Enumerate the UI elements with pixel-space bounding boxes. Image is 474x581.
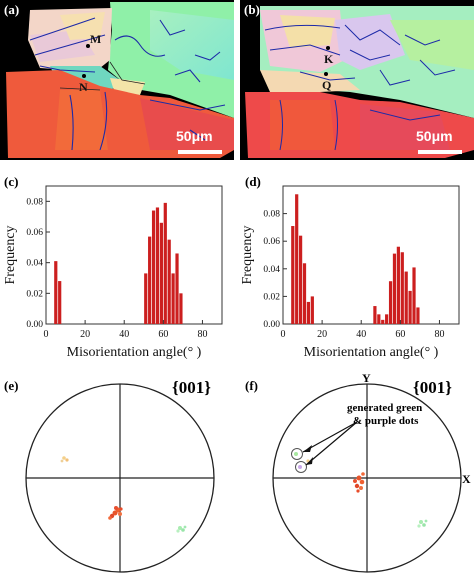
bar-d-7 (377, 314, 381, 324)
axis-label-y: Y (362, 371, 371, 385)
y-tick-label-3: 0.06 (263, 237, 280, 247)
y-axis-label: Frequency (3, 225, 18, 284)
bar-d-11 (392, 253, 397, 324)
bar-c-10 (175, 253, 179, 324)
y-axis-label: Frequency (240, 225, 255, 284)
x-tick-label-1: 20 (80, 329, 90, 340)
panel-label-f: (f) (245, 378, 258, 393)
pole-label-e: {001} (172, 378, 211, 397)
bar-d-12 (396, 246, 400, 324)
bar-c-6 (159, 222, 163, 324)
ebsd-map-b-graphic (240, 0, 474, 160)
bar-d-16 (412, 267, 416, 324)
x-tick-label-0: 0 (44, 329, 49, 340)
pole-figure-panel-f: (f) {001} Y X generated green & purple d… (237, 370, 474, 576)
highlight-circle-purple (295, 461, 307, 473)
annotation-text-line1: generated green (347, 402, 423, 414)
bar-d-5 (310, 296, 314, 324)
bar-d-10 (388, 281, 393, 324)
bar-c-7 (163, 202, 167, 324)
bar-d-9 (385, 314, 389, 324)
bar-d-17 (416, 307, 420, 324)
y-tick-label-4: 0.08 (263, 210, 280, 220)
y-tick-label-2: 0.04 (263, 265, 280, 275)
bar-d-6 (373, 306, 377, 324)
ebsd-map-b: (b) K Q 50μm (240, 0, 474, 160)
pole-cluster-orange-e (108, 506, 123, 520)
pole-cluster-orange-f (353, 472, 365, 493)
y-tick-label-0: 0.00 (263, 320, 280, 330)
scale-text-a: 50μm (176, 128, 213, 144)
pole-cluster-green-e (176, 525, 187, 533)
bar-c-3 (148, 236, 152, 324)
x-tick-label-1: 20 (317, 329, 327, 340)
bar-d-4 (306, 301, 311, 324)
pole-figure-f-svg (272, 383, 462, 573)
y-tick-label-0: 0.00 (26, 320, 43, 330)
ebsd-map-a: (a) M N 50μm (0, 0, 234, 160)
x-tick-label-0: 0 (281, 329, 286, 340)
x-axis-label: Misorientation angle(° ) (67, 345, 202, 360)
bar-c-8 (167, 239, 171, 324)
scale-bar-a (178, 150, 222, 154)
histogram-d-svg: 0 20 40 60 80 0.00 0.02 0.04 0.06 0.08 Misorientat… (240, 185, 460, 360)
bar-c-4 (151, 210, 156, 324)
panel-label-c: (c) (4, 174, 19, 189)
pole-cluster-yellow-e (60, 456, 69, 463)
bar-c-11 (179, 293, 183, 324)
ebsd-map-a-graphic (0, 0, 234, 160)
x-tick-label-3: 60 (158, 329, 168, 340)
bar-d-1 (295, 194, 299, 324)
pole-figure-e-svg (25, 383, 215, 573)
x-tick-label-4: 80 (197, 329, 207, 340)
plot-frame (282, 185, 460, 325)
pole-figure-panel-e: (e) {001} (0, 370, 237, 576)
bar-c-5 (155, 207, 160, 324)
x-tick-label-2: 40 (356, 329, 366, 340)
bar-c-9 (171, 273, 175, 324)
x-tick-label-3: 60 (395, 329, 405, 340)
y-tick-label-3: 0.06 (26, 228, 43, 238)
point-label-M: M (90, 32, 102, 46)
scale-bar-b (418, 150, 462, 154)
scale-text-b: 50μm (416, 128, 453, 144)
bar-d-15 (408, 290, 412, 324)
bar-c-0 (54, 261, 58, 324)
bar-d-2 (298, 235, 303, 324)
point-label-K: K (324, 52, 334, 66)
pole-label-f: {001} (413, 378, 452, 397)
y-tick-label-4: 0.08 (26, 197, 43, 207)
histogram-c-svg: 0 20 40 60 80 0.00 0.02 0.04 0.06 0.08 Misorientat… (3, 185, 223, 360)
panel-label-d: (d) (245, 174, 261, 189)
point-label-N: N (79, 80, 88, 94)
histogram-panel-d: (d) 0 20 40 60 80 0.00 0.02 0.04 0.06 0.08 Misorie… (237, 172, 474, 368)
annotation-text-line2: & purple dots (353, 415, 419, 427)
axis-label-x: X (462, 472, 471, 486)
x-axis-label: Misorientation angle(° ) (304, 345, 439, 360)
annotation-arrow-1 (302, 421, 358, 453)
x-tick-label-4: 80 (434, 329, 444, 340)
bar-d-8 (381, 319, 385, 324)
bar-c-2 (144, 273, 148, 324)
annotation-arrow-2 (305, 421, 358, 466)
highlight-circle-green (291, 448, 303, 460)
x-tick-label-2: 40 (119, 329, 129, 340)
pole-cluster-green-f (417, 519, 428, 528)
bar-c-1 (58, 281, 62, 324)
panel-label-a: (a) (4, 2, 20, 17)
panel-label-b: (b) (244, 2, 260, 17)
plot-frame (45, 185, 223, 325)
y-tick-label-2: 0.04 (26, 259, 43, 269)
bar-d-0 (291, 226, 295, 324)
bar-d-3 (302, 263, 307, 324)
histogram-panel-c: (c) 0 20 40 60 80 0.00 0.02 0.04 0.06 0.08 Misorie… (0, 172, 237, 368)
point-label-Q: Q (322, 78, 332, 92)
bar-d-14 (404, 271, 408, 324)
y-tick-label-1: 0.02 (26, 289, 43, 299)
panel-label-e: (e) (4, 378, 19, 393)
bar-d-13 (400, 252, 404, 324)
y-tick-label-1: 0.02 (263, 292, 280, 302)
